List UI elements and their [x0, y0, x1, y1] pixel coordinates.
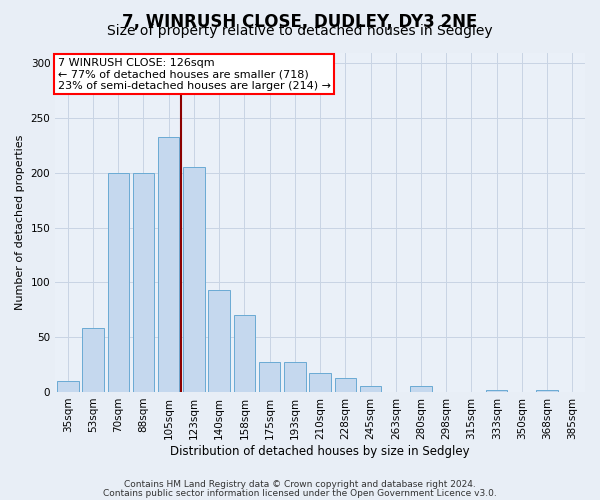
Bar: [57, 381, 79, 392]
Bar: [259, 362, 280, 392]
Bar: [158, 137, 179, 392]
Text: Contains HM Land Registry data © Crown copyright and database right 2024.: Contains HM Land Registry data © Crown c…: [124, 480, 476, 489]
Bar: [284, 362, 305, 392]
Bar: [107, 173, 129, 392]
Bar: [410, 386, 432, 392]
Text: Contains public sector information licensed under the Open Government Licence v3: Contains public sector information licen…: [103, 489, 497, 498]
Bar: [486, 390, 508, 392]
Bar: [233, 316, 255, 392]
X-axis label: Distribution of detached houses by size in Sedgley: Distribution of detached houses by size …: [170, 444, 470, 458]
Bar: [536, 390, 558, 392]
Bar: [183, 168, 205, 392]
Bar: [208, 290, 230, 392]
Bar: [310, 374, 331, 392]
Y-axis label: Number of detached properties: Number of detached properties: [15, 134, 25, 310]
Bar: [133, 173, 154, 392]
Text: 7, WINRUSH CLOSE, DUDLEY, DY3 2NE: 7, WINRUSH CLOSE, DUDLEY, DY3 2NE: [122, 12, 478, 30]
Text: 7 WINRUSH CLOSE: 126sqm
← 77% of detached houses are smaller (718)
23% of semi-d: 7 WINRUSH CLOSE: 126sqm ← 77% of detache…: [58, 58, 331, 91]
Bar: [360, 386, 381, 392]
Bar: [335, 378, 356, 392]
Text: Size of property relative to detached houses in Sedgley: Size of property relative to detached ho…: [107, 24, 493, 38]
Bar: [82, 328, 104, 392]
